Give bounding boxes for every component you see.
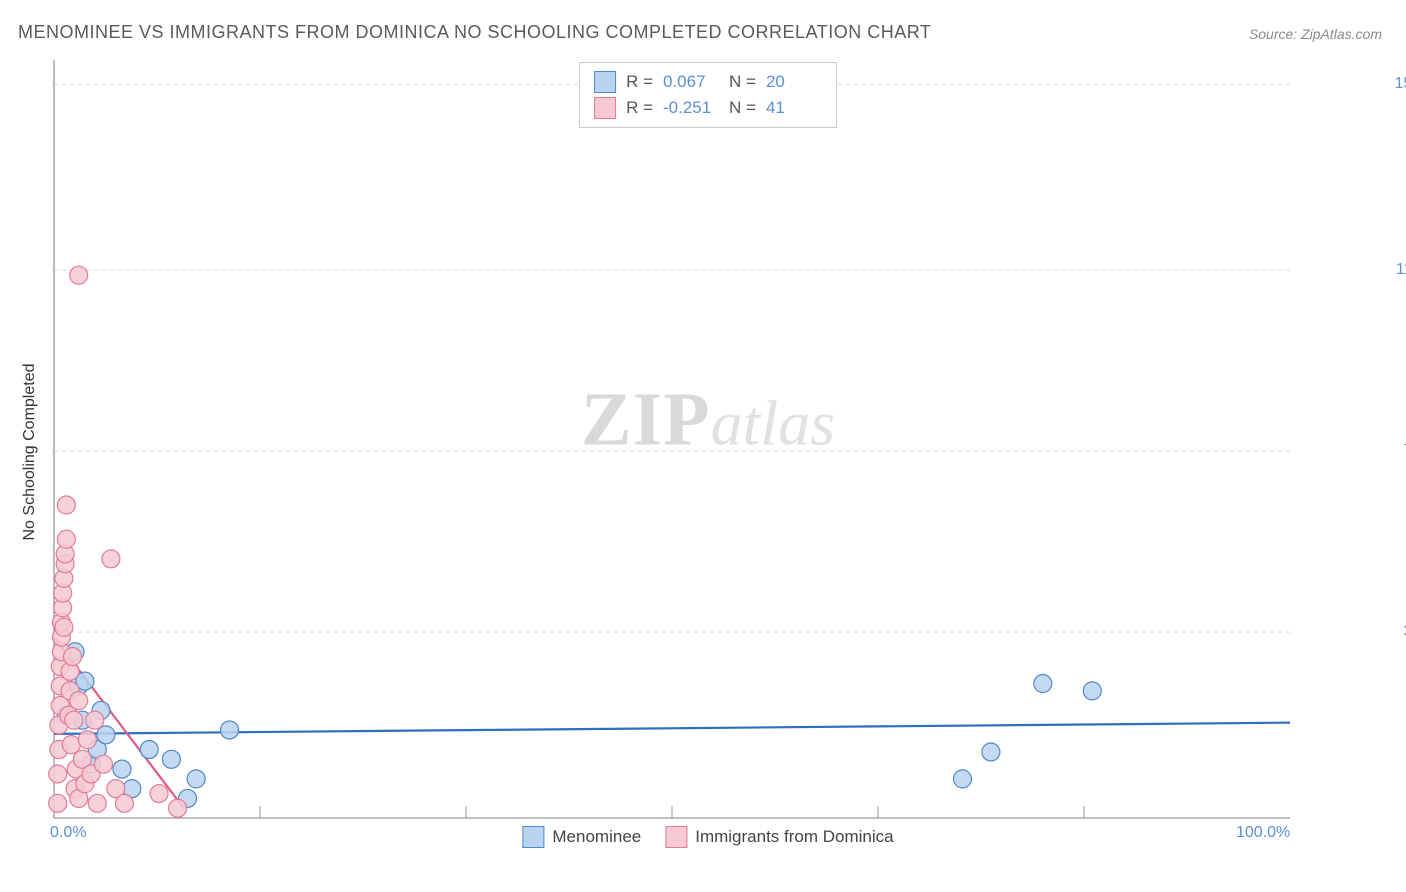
y-axis-label: No Schooling Completed (21, 364, 39, 541)
legend-n-value-1: 41 (766, 98, 822, 118)
chart-area: No Schooling Completed ZIPatlas R = 0.06… (48, 58, 1368, 846)
chart-title: MENOMINEE VS IMMIGRANTS FROM DOMINICA NO… (18, 22, 931, 43)
legend-n-value-0: 20 (766, 72, 822, 92)
series-swatch-1 (665, 826, 687, 848)
legend-swatch-1 (594, 97, 616, 119)
y-tick-2: 11.2% (1396, 261, 1406, 279)
series-legend-item-0: Menominee (522, 826, 641, 848)
legend-r-label: R = (626, 98, 653, 118)
legend-swatch-0 (594, 71, 616, 93)
legend-n-label: N = (729, 98, 756, 118)
series-legend-item-1: Immigrants from Dominica (665, 826, 893, 848)
series-legend: Menominee Immigrants from Dominica (522, 826, 893, 848)
legend-r-label: R = (626, 72, 653, 92)
y-tick-3: 15.0% (1395, 75, 1406, 93)
series-name-1: Immigrants from Dominica (695, 827, 893, 847)
legend-r-value-1: -0.251 (663, 98, 719, 118)
legend-r-value-0: 0.067 (663, 72, 719, 92)
legend-row-series-0: R = 0.067 N = 20 (594, 69, 822, 95)
series-swatch-0 (522, 826, 544, 848)
correlation-legend: R = 0.067 N = 20 R = -0.251 N = 41 (579, 62, 837, 128)
x-tick-0: 0.0% (50, 824, 86, 842)
legend-row-series-1: R = -0.251 N = 41 (594, 95, 822, 121)
scatter-plot (48, 58, 1368, 846)
source-attribution: Source: ZipAtlas.com (1249, 26, 1382, 42)
legend-n-label: N = (729, 72, 756, 92)
x-tick-1: 100.0% (1236, 824, 1290, 842)
series-name-0: Menominee (552, 827, 641, 847)
